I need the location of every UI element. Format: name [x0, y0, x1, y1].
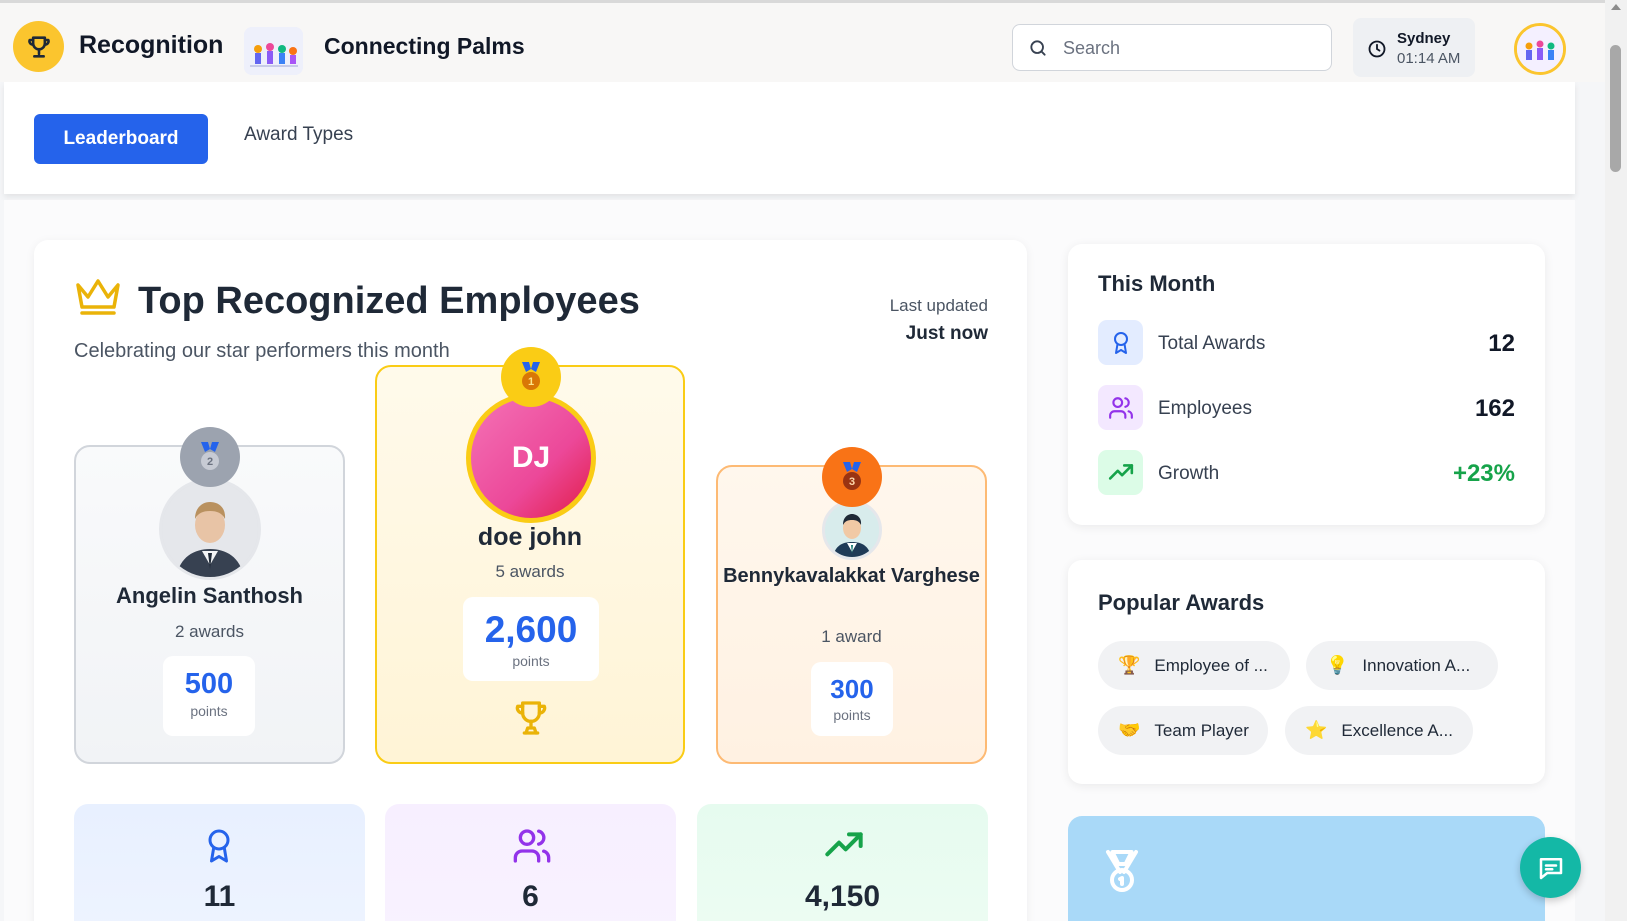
points-box: 2,600 points	[463, 597, 599, 681]
lightbulb-icon: 💡	[1326, 655, 1349, 675]
stat-value: 6	[522, 880, 539, 913]
svg-text:1: 1	[528, 376, 534, 388]
points-box: 500 points	[163, 656, 255, 736]
org-logo	[244, 27, 303, 75]
award-chip[interactable]: 🤝 Team Player	[1098, 706, 1268, 755]
award-chip[interactable]: 🏆 Employee of ...	[1098, 641, 1290, 690]
app-title: Recognition	[79, 31, 224, 59]
chat-icon	[1539, 857, 1562, 879]
employee-photo	[822, 500, 882, 560]
award-count: 1 award	[821, 627, 882, 646]
top-bar: Recognition Connecting Palms Sydney 01:1…	[0, 0, 1627, 82]
stat-card-points: 4,150	[697, 804, 988, 921]
medal-icon	[1106, 850, 1138, 892]
trending-up-icon	[825, 832, 863, 857]
this-month-card	[1068, 244, 1545, 525]
users-icon	[513, 829, 551, 863]
award-icon	[1098, 320, 1143, 365]
points-value: 300	[830, 674, 874, 704]
scroll-up-arrow-icon[interactable]	[1611, 4, 1621, 10]
trending-up-icon	[1098, 450, 1143, 495]
stat-value: 11	[203, 880, 236, 913]
award-chip-label: Employee of ...	[1154, 655, 1268, 675]
this-month-title: This Month	[1098, 271, 1216, 296]
clock-city: Sydney	[1397, 30, 1451, 47]
promo-card	[1068, 816, 1545, 921]
org-name: Connecting Palms	[324, 33, 525, 59]
world-clock[interactable]: Sydney 01:14 AM	[1353, 18, 1475, 77]
employees-label: Employees	[1158, 398, 1252, 419]
search-icon	[1030, 40, 1046, 56]
scrollbar-thumb[interactable]	[1610, 45, 1621, 172]
star-icon: ⭐	[1305, 720, 1328, 740]
trophy-icon	[515, 701, 547, 735]
search-box[interactable]	[1012, 24, 1332, 71]
users-icon	[1098, 385, 1143, 430]
growth-label: Growth	[1158, 463, 1220, 484]
silver-medal-icon: 2	[180, 427, 240, 487]
stat-card-employees: 6	[385, 804, 676, 921]
chat-button[interactable]	[1520, 837, 1581, 898]
award-count: 5 awards	[495, 562, 565, 581]
clock-time: 01:14 AM	[1397, 50, 1461, 67]
points-box: 300 points	[811, 662, 893, 736]
popular-awards-title: Popular Awards	[1098, 590, 1265, 615]
last-updated-label: Last updated	[889, 296, 988, 315]
crown-icon	[76, 279, 120, 315]
trophy-logo-icon[interactable]	[13, 21, 64, 72]
employees-value: 162	[1474, 395, 1515, 422]
employee-name: doe john	[477, 523, 583, 551]
last-updated-value: Just now	[905, 323, 988, 344]
user-avatar[interactable]	[1514, 23, 1566, 75]
total-awards-value: 12	[1488, 330, 1515, 357]
svg-text:3: 3	[849, 476, 855, 488]
bronze-medal-icon: 3	[822, 447, 882, 507]
tab-award-types[interactable]: Award Types	[244, 124, 354, 145]
gold-medal-icon: 1	[501, 347, 561, 407]
award-chip-label: Excellence A...	[1341, 720, 1453, 740]
award-chip-label: Innovation A...	[1362, 655, 1471, 675]
svg-text:2: 2	[207, 456, 213, 468]
employee-initials-avatar: DJ	[466, 393, 596, 523]
page-scrollbar[interactable]	[1605, 0, 1627, 921]
award-count: 2 awards	[175, 622, 244, 641]
award-icon	[208, 829, 230, 863]
employee-name: Angelin Santhosh	[116, 583, 303, 608]
employee-name: Bennykavalakkat Varghese	[723, 565, 980, 587]
award-chip[interactable]: ⭐ Excellence A...	[1285, 706, 1473, 755]
trophy-icon: 🏆	[1118, 655, 1141, 675]
points-value: 500	[184, 668, 234, 700]
leaderboard-title: Top Recognized Employees	[138, 280, 640, 322]
points-value: 2,600	[484, 609, 578, 650]
points-label: points	[512, 653, 550, 669]
employee-photo	[159, 478, 261, 580]
stat-card-awards: 11	[74, 804, 365, 921]
stat-value: 4,150	[804, 880, 881, 913]
tab-leaderboard[interactable]: Leaderboard	[34, 114, 208, 164]
points-label: points	[833, 707, 871, 723]
growth-value: +23%	[1452, 460, 1515, 487]
points-label: points	[190, 703, 228, 719]
total-awards-label: Total Awards	[1158, 333, 1266, 354]
leaderboard-subtitle: Celebrating our star performers this mon…	[74, 340, 450, 362]
award-chip-label: Team Player	[1154, 720, 1249, 740]
handshake-icon: 🤝	[1118, 720, 1141, 740]
clock-icon	[1368, 40, 1386, 58]
search-input[interactable]	[1063, 33, 1313, 63]
award-chip[interactable]: 💡 Innovation A...	[1306, 641, 1498, 690]
tabs-bar: Leaderboard Award Types	[4, 82, 1575, 194]
